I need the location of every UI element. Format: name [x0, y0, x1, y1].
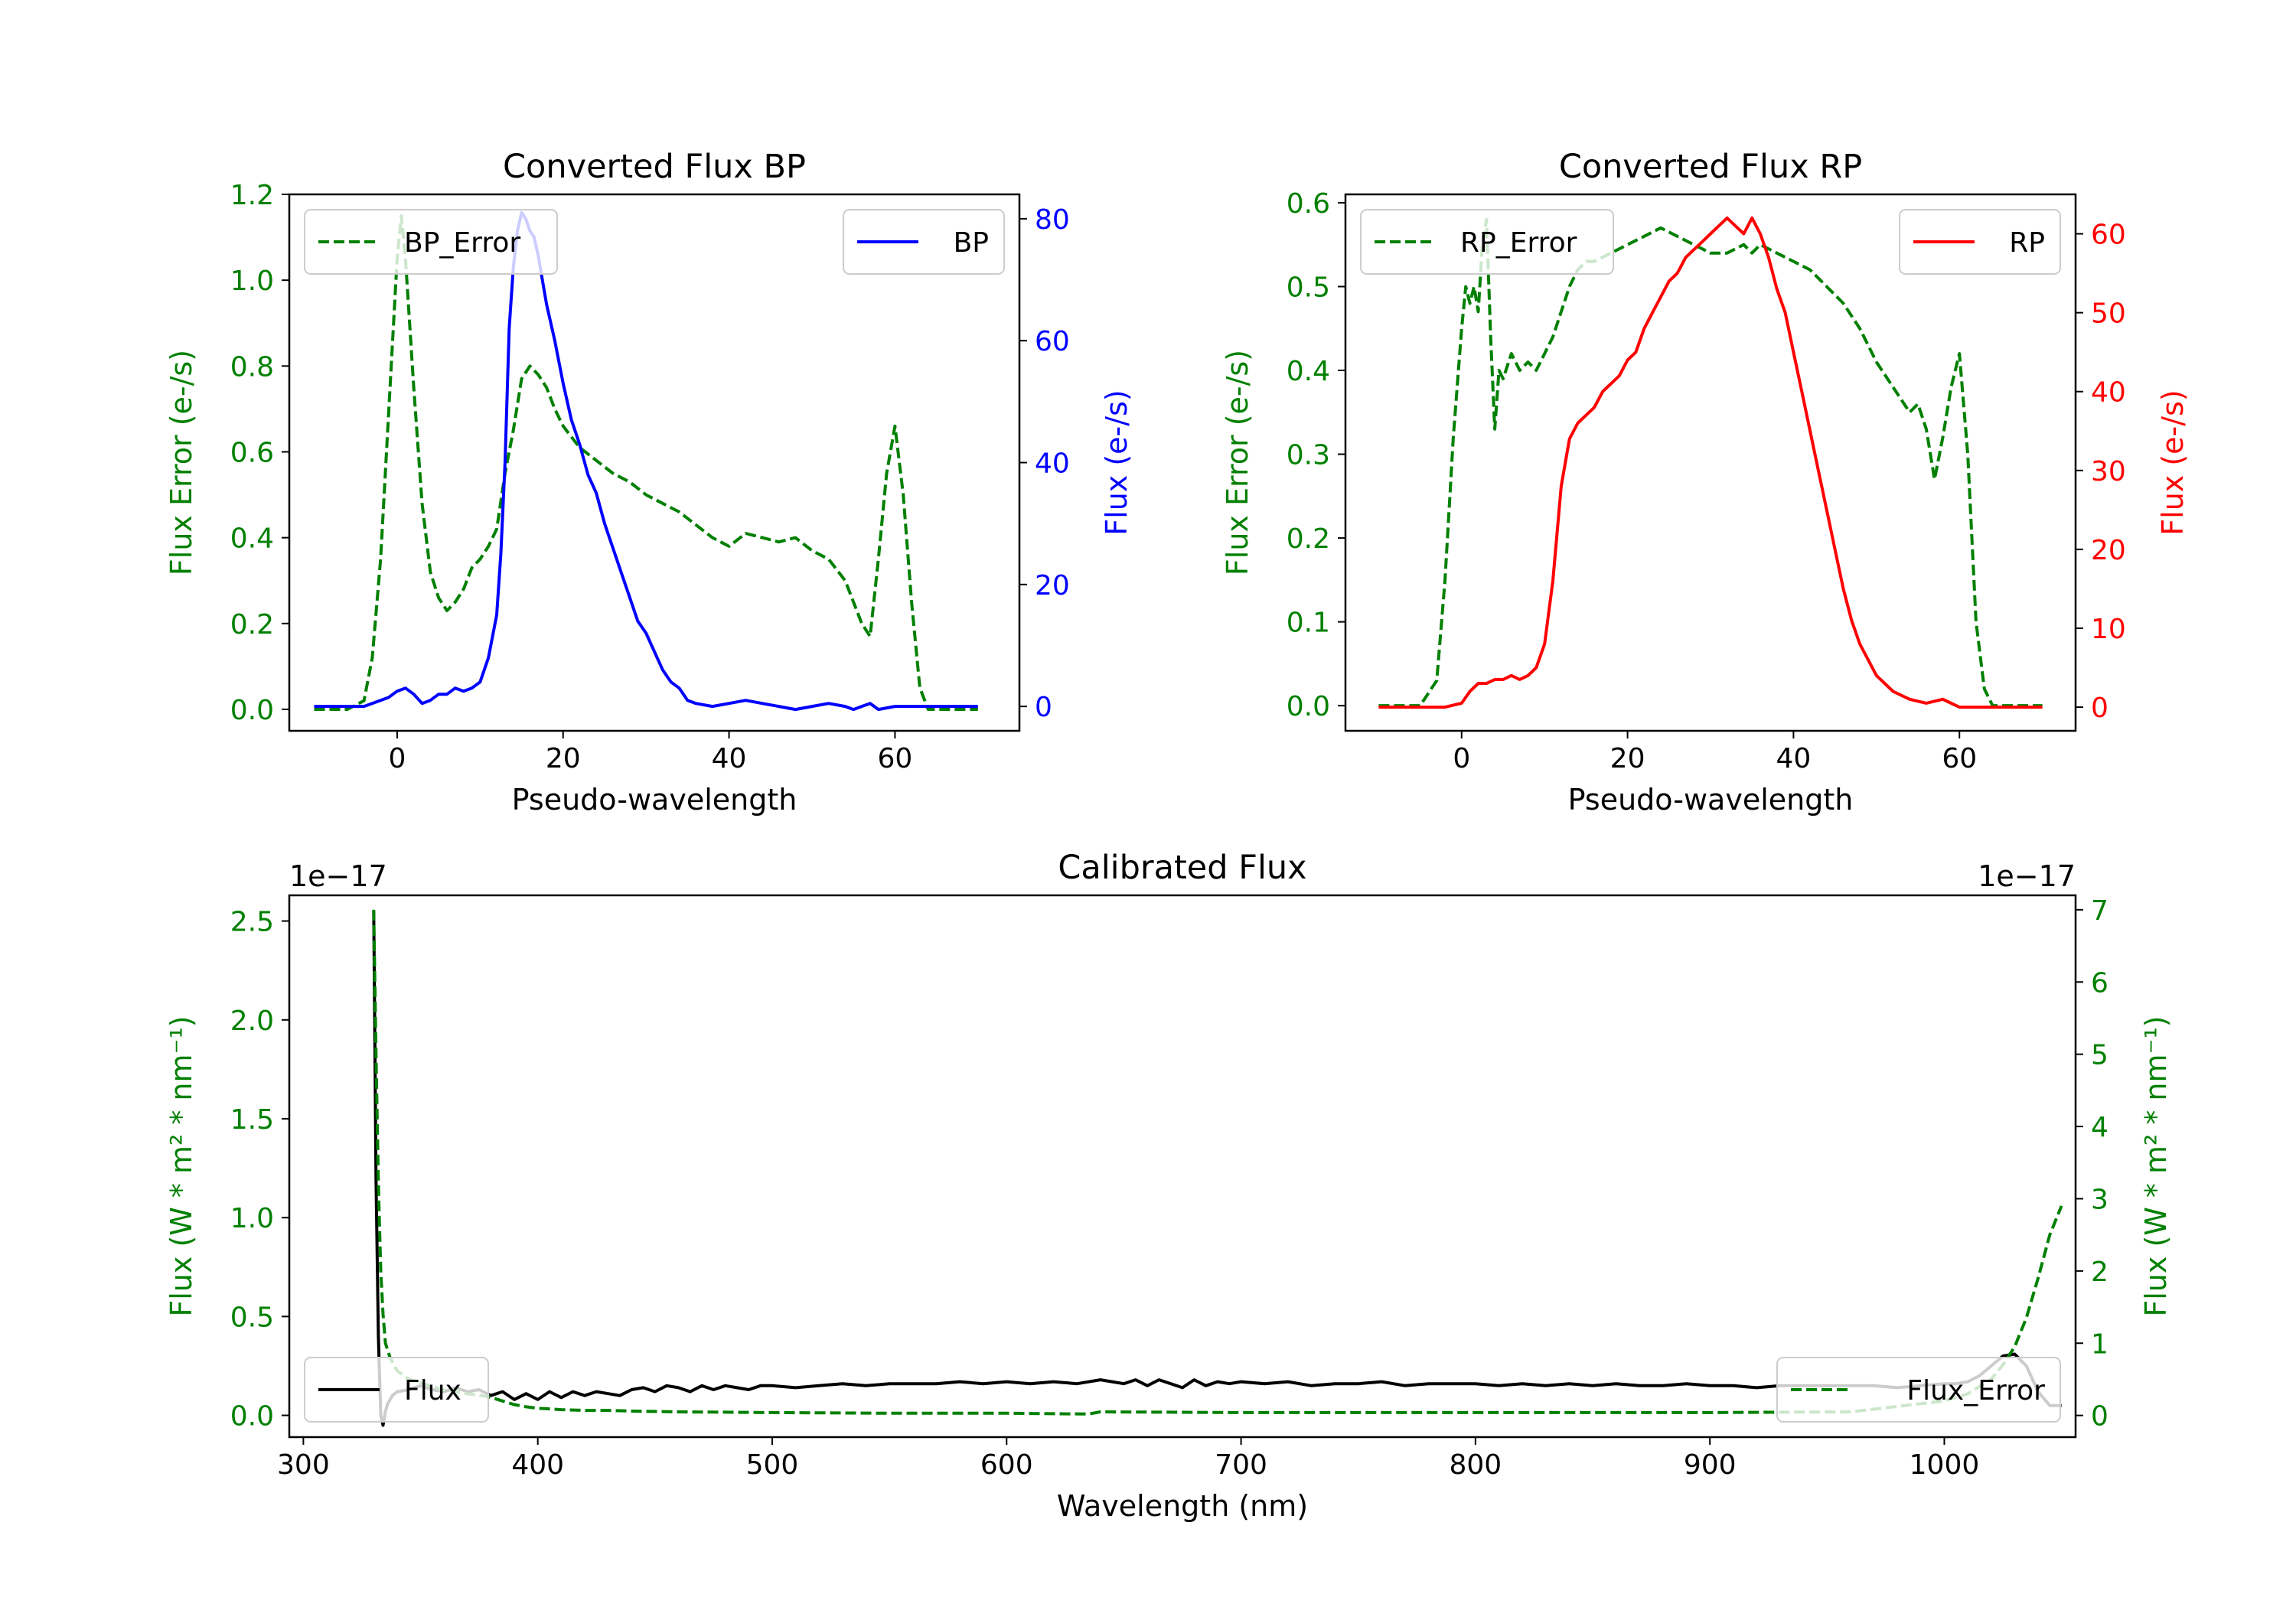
bp-ytick-left-label: 0.4 — [230, 523, 274, 555]
bp-xlabel: Pseudo-wavelength — [512, 783, 797, 817]
calibrated-legend-right-box — [1776, 1357, 2061, 1423]
bp-ytick-right-label: 80 — [1035, 204, 1070, 236]
bp-ytick-left-label: 0.0 — [230, 695, 274, 726]
bp-ytick-left-label: 1.0 — [230, 266, 274, 297]
calibrated-axes-frame — [288, 894, 2077, 1439]
bp-xtick-label: 20 — [546, 743, 581, 774]
calibrated-xtick-label: 900 — [1684, 1449, 1737, 1481]
rp-xtick-label: 40 — [1776, 743, 1812, 774]
calibrated-series-flux-line — [372, 911, 2062, 1427]
calibrated-ytick-right-label: 2 — [2091, 1257, 2108, 1288]
calibrated-ylabel-left: Flux (W * m² * nm⁻¹) — [165, 1015, 198, 1316]
rp-ytick-right-label: 20 — [2091, 535, 2126, 566]
rp-ytick-right-label: 40 — [2091, 377, 2126, 409]
calibrated-xtick-label: 300 — [277, 1449, 330, 1481]
calibrated-offset-left: 1e−17 — [289, 859, 387, 893]
rp-xtick-label: 0 — [1453, 743, 1470, 774]
rp-chart: 0 20 40 60 0.0 0.1 0.2 0.3 0.4 0.5 0.6 0 10 20 30 40 50 6… — [1221, 148, 2190, 817]
bp-ytick-left-label: 0.8 — [230, 351, 274, 383]
calibrated-ytick-left-label: 0.0 — [230, 1401, 274, 1433]
bp-legend-left-box — [304, 209, 558, 275]
rp-legend-right-label: RP — [2009, 227, 2045, 259]
calibrated-ytick-right-label: 3 — [2091, 1184, 2108, 1215]
rp-ytick-right-label: 10 — [2091, 614, 2126, 645]
calibrated-ytick-right-label: 1 — [2091, 1328, 2108, 1360]
rp-ytick-left-label: 0.5 — [1287, 272, 1330, 303]
rp-ytick-left-label: 0.0 — [1287, 691, 1330, 722]
calibrated-ytick-left-label: 2.0 — [230, 1006, 274, 1037]
rp-ylabel-right: Flux (e-/s) — [2156, 390, 2190, 535]
calibrated-ytick-left-label: 1.0 — [230, 1203, 274, 1234]
bp-ytick-right-label: 20 — [1035, 570, 1070, 601]
calibrated-ytick-right-label: 4 — [2091, 1112, 2108, 1143]
rp-ytick-right-label: 0 — [2091, 693, 2108, 724]
bp-chart: 0 20 40 60 0.0 0.2 0.4 0.6 0.8 1.0 1.2 0 20 40 60 80 Con… — [165, 148, 1133, 817]
bp-title: Converted Flux BP — [503, 148, 806, 186]
rp-ytick-left-label: 0.4 — [1287, 356, 1330, 387]
calibrated-xtick-label: 400 — [511, 1449, 564, 1481]
rp-xlabel: Pseudo-wavelength — [1568, 783, 1854, 817]
calibrated-offset-right: 1e−17 — [1978, 859, 2076, 893]
bp-xtick-label: 40 — [712, 743, 747, 774]
bp-series-bp-error-line — [314, 214, 978, 711]
calibrated-xtick-label: 1000 — [1910, 1449, 1980, 1481]
calibrated-ytick-right-label: 6 — [2091, 967, 2108, 999]
bp-ytick-left-label: 0.6 — [230, 437, 274, 468]
calibrated-title: Calibrated Flux — [1058, 849, 1306, 887]
calibrated-ytick-left-label: 1.5 — [230, 1104, 274, 1136]
rp-legend-right-box — [1899, 209, 2061, 275]
calibrated-xtick-label: 500 — [746, 1449, 799, 1481]
calibrated-xlabel: Wavelength (nm) — [1057, 1489, 1308, 1523]
calibrated-xtick-label: 600 — [980, 1449, 1033, 1481]
calibrated-chart: 300 400 500 600 700 800 900 1000 0.0 0.5 1.0 1.5 2.0… — [165, 849, 2173, 1523]
calibrated-ytick-right-label: 0 — [2091, 1401, 2108, 1433]
rp-ylabel-left: Flux Error (e-/s) — [1221, 350, 1254, 575]
rp-ytick-right-label: 50 — [2091, 298, 2126, 330]
calibrated-ylabel-right: Flux (W * m² * nm⁻¹) — [2139, 1015, 2173, 1316]
rp-ytick-right-label: 60 — [2091, 220, 2126, 251]
bp-legend-left-label: BP_Error — [404, 227, 520, 259]
rp-ytick-left-label: 0.6 — [1287, 188, 1330, 220]
bp-ytick-left-label: 0.2 — [230, 609, 274, 641]
rp-ytick-left-label: 0.3 — [1287, 440, 1330, 471]
rp-ytick-left-label: 0.1 — [1287, 608, 1330, 639]
bp-legend-right-box — [843, 209, 1005, 275]
bp-ylabel-left: Flux Error (e-/s) — [165, 350, 198, 575]
rp-title: Converted Flux RP — [1559, 148, 1862, 186]
rp-xtick-label: 60 — [1942, 743, 1977, 774]
bp-ytick-right-label: 40 — [1035, 448, 1070, 480]
bp-xtick-label: 0 — [388, 743, 406, 774]
calibrated-legend-right-label: Flux_Error — [1906, 1375, 2045, 1407]
rp-ytick-right-label: 30 — [2091, 456, 2126, 487]
calibrated-ytick-right-label: 7 — [2091, 895, 2108, 927]
calibrated-legend-left-label: Flux — [404, 1375, 461, 1407]
bp-series-bp-line — [314, 210, 978, 712]
calibrated-xtick-label: 800 — [1450, 1449, 1502, 1481]
rp-ytick-left-label: 0.2 — [1287, 523, 1330, 555]
bp-xtick-label: 60 — [877, 743, 912, 774]
bp-legend-right-label: BP — [954, 227, 989, 259]
calibrated-ytick-left-label: 2.5 — [230, 907, 274, 938]
bp-ytick-left-label: 1.2 — [230, 180, 274, 211]
calibrated-xtick-label: 700 — [1215, 1449, 1267, 1481]
rp-legend-left-label: RP_Error — [1460, 227, 1577, 259]
rp-axes-frame — [1344, 193, 2077, 732]
calibrated-legend-left-box — [304, 1357, 489, 1423]
rp-legend-left-box — [1360, 209, 1614, 275]
calibrated-ytick-right-label: 5 — [2091, 1040, 2108, 1071]
bp-ytick-right-label: 0 — [1035, 692, 1052, 723]
calibrated-ytick-left-label: 0.5 — [230, 1302, 274, 1333]
rp-series-rp-line — [1378, 216, 2043, 709]
bp-ytick-right-label: 60 — [1035, 326, 1070, 357]
bp-ylabel-right: Flux (e-/s) — [1100, 390, 1133, 535]
rp-xtick-label: 20 — [1610, 743, 1645, 774]
